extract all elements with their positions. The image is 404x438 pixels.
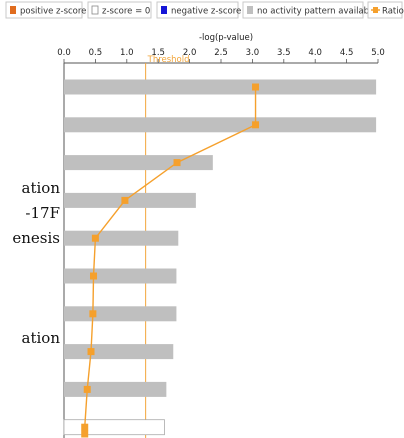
bar [64,381,167,397]
legend-item-4: Ratio [367,1,404,19]
legend-label: z-score = 0 [102,7,150,17]
legend-box [5,1,83,19]
x-tick-label: 0.0 [57,48,71,58]
legend-item-0: positive z-score [5,1,86,19]
ratio-point [83,385,91,393]
bar [64,192,196,208]
category-label: enesis [12,229,60,247]
x-tick-label: 4.0 [308,48,322,58]
x-tick-label: 5.0 [371,48,385,58]
bar [64,268,177,284]
bar [64,230,179,246]
x-tick-label: 1.5 [151,48,165,58]
swatch-icon [91,5,99,15]
legend-item-3: no activity pattern available [242,1,377,19]
legend-box [156,1,239,19]
x-tick-label: 1.0 [120,48,134,58]
legend-box [367,1,403,19]
ratio-point [90,272,98,280]
ratio-point [81,423,89,431]
legend-label: negative z-score [171,7,241,17]
x-tick-label: 3.0 [246,48,260,58]
legend-box [87,1,152,19]
bar [64,79,377,95]
category-label: ation [22,329,61,347]
legend-item-2: negative z-score [156,1,241,19]
x-tick-label: 2.0 [183,48,197,58]
bar [64,117,377,133]
threshold-label: Threshold [147,55,190,65]
bar [64,306,177,322]
ratio-point [252,121,260,129]
ratio-point [252,83,260,91]
category-label: -17F [25,204,60,222]
ratio-point [121,196,129,204]
ratio-point [91,234,99,242]
ratio-point [87,348,95,356]
swatch-icon [247,6,253,14]
x-tick-label: 4.5 [340,48,354,58]
swatch-icon [161,6,167,14]
ratio-point [173,159,181,167]
legend-item-1: z-score = 0 [87,1,152,19]
bars [63,79,377,436]
ratio-series [81,83,260,438]
ratio-point [89,310,97,318]
x-tick-label: 3.5 [277,48,291,58]
bar [63,419,165,436]
x-axis-title: -log(p-value) [199,33,253,43]
swatch-icon [10,6,16,14]
x-tick-label: 2.5 [214,48,228,58]
category-labels: ation -17F enesis ation [12,179,60,347]
x-tick-label: 0.5 [89,48,103,58]
category-label: ation [22,179,61,197]
ratio-marker-icon [373,7,378,13]
legend-label: positive z-score [20,7,86,17]
legend-box [242,1,364,19]
bar [64,344,174,360]
legend: positive z-score z-score = 0 negative z-sc… [5,1,404,19]
ratio-point [81,430,89,438]
legend-label: no activity pattern available [257,7,377,17]
bar [64,155,213,171]
legend-label: Ratio [382,7,404,17]
